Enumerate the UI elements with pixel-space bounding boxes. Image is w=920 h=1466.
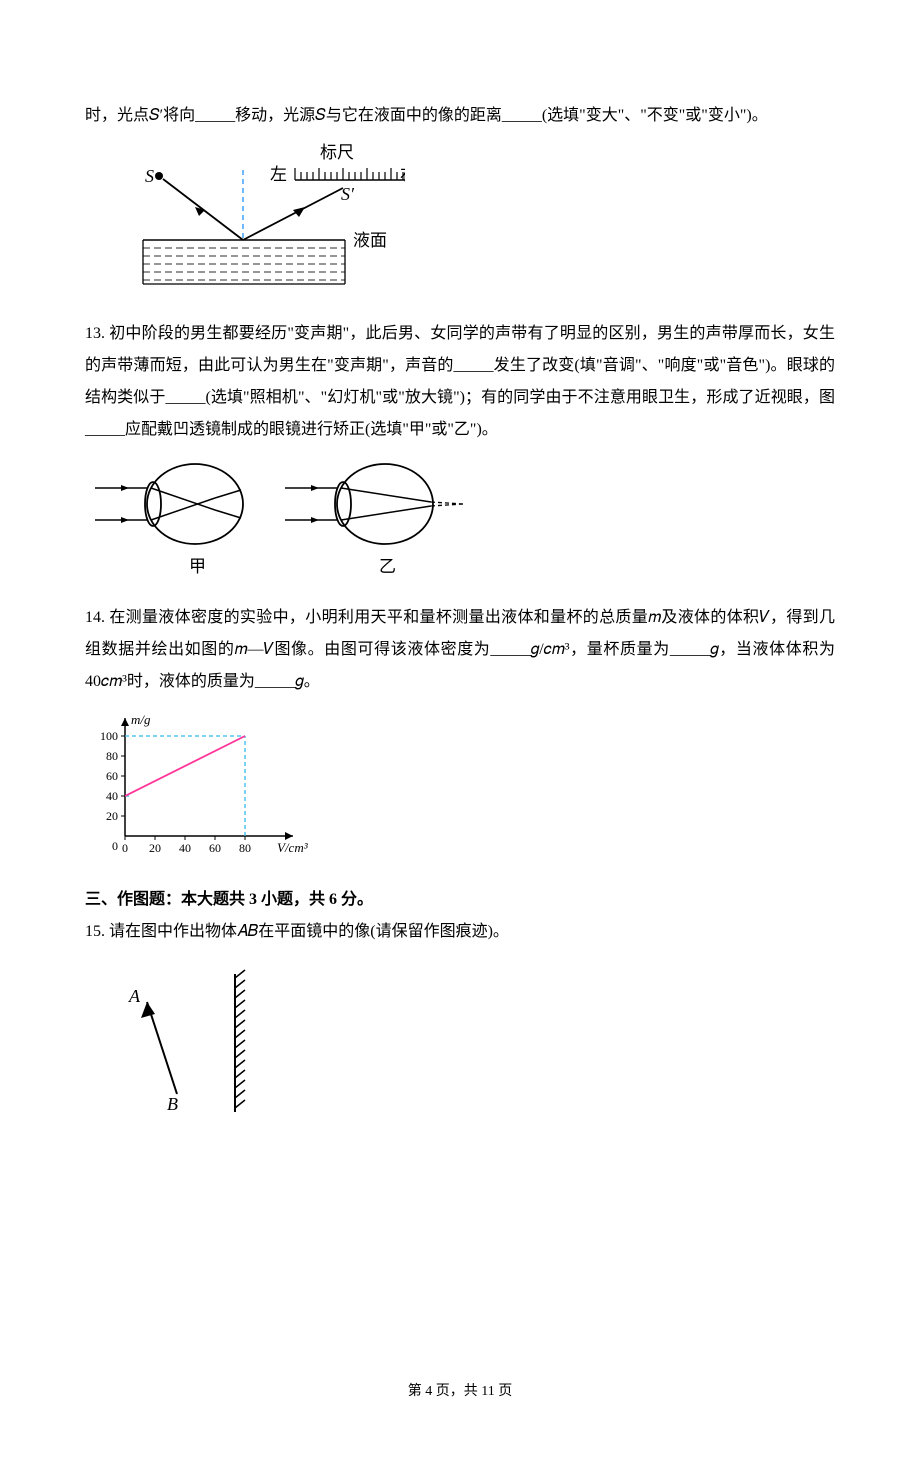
- q14-part2: ，量杯质量为_____: [570, 641, 710, 658]
- eye-a-label: 甲: [189, 557, 206, 576]
- page-footer: 第 4 页，共 11 页: [85, 1378, 835, 1406]
- q14-part4: 时，液体的质量为_____: [127, 673, 295, 690]
- reflected-ray: [243, 188, 343, 240]
- section3-title: 三、作图题：本大题共 3 小题，共 6 分。: [85, 884, 835, 916]
- eye-b: [285, 464, 463, 544]
- q14-chart: 0 20 40 60 80 20 40 60 80 100 0 m/g V/cm³: [85, 706, 835, 878]
- liquid-region: [143, 248, 345, 280]
- q14-text: 14. 在测量液体密度的实验中，小明利用天平和量杯测量出液体和量杯的总质量𝑚及液…: [85, 602, 835, 698]
- eye-b-label: 乙: [379, 557, 396, 576]
- q15-figure: A B: [85, 956, 835, 1138]
- q12-text: 时，光点𝑆′将向_____移动，光源𝑆与它在液面中的像的距离_____(选填"变…: [85, 100, 835, 132]
- svg-text:m/g: m/g: [131, 712, 151, 727]
- q14-vol: 40𝑐𝑚³: [85, 673, 127, 690]
- source-dot: [155, 172, 163, 180]
- q13-text: 13. 初中阶段的男生都要经历"变声期"，此后男、女同学的声带有了明显的区别，男…: [85, 318, 835, 446]
- svg-text:V/cm³: V/cm³: [277, 840, 309, 855]
- svg-text:60: 60: [106, 769, 118, 783]
- s-label: S: [145, 166, 154, 186]
- ab-arrowhead: [141, 1002, 155, 1018]
- svg-text:40: 40: [179, 841, 191, 855]
- svg-text:80: 80: [106, 749, 118, 763]
- a-label: A: [128, 986, 141, 1006]
- ruler-label: 标尺: [320, 143, 354, 162]
- svg-text:0: 0: [112, 839, 118, 853]
- left-label: 左: [270, 165, 287, 184]
- svg-text:80: 80: [239, 841, 251, 855]
- svg-text:100: 100: [100, 729, 118, 743]
- b-label: B: [167, 1094, 178, 1114]
- q14-unit3: 𝑔。: [295, 673, 320, 690]
- sp-label: S′: [341, 184, 355, 204]
- svg-text:0: 0: [122, 841, 128, 855]
- ab-line: [147, 1002, 177, 1094]
- incident-arrow: [195, 207, 205, 216]
- svg-text:40: 40: [106, 789, 118, 803]
- svg-text:60: 60: [209, 841, 221, 855]
- q13-figure: 甲 乙: [85, 454, 835, 596]
- surface-label: 液面: [353, 231, 387, 250]
- svg-text:20: 20: [149, 841, 161, 855]
- mirror-hatch: [235, 970, 245, 1108]
- q14-unit1: 𝑔/𝑐𝑚³: [530, 641, 569, 658]
- reflected-arrow: [293, 207, 305, 217]
- q14-unit2: 𝑔: [710, 641, 719, 658]
- ruler-ticks: [295, 168, 403, 180]
- eye-a: [95, 464, 243, 544]
- q14-part3: ，当液体体积为: [719, 641, 835, 658]
- q15-text: 15. 请在图中作出物体𝐴𝐵在平面镜中的像(请保留作图痕迹)。: [85, 916, 835, 948]
- svg-text:20: 20: [106, 809, 118, 823]
- q12-figure: 标尺 左 右 S S′ 液面: [85, 140, 835, 312]
